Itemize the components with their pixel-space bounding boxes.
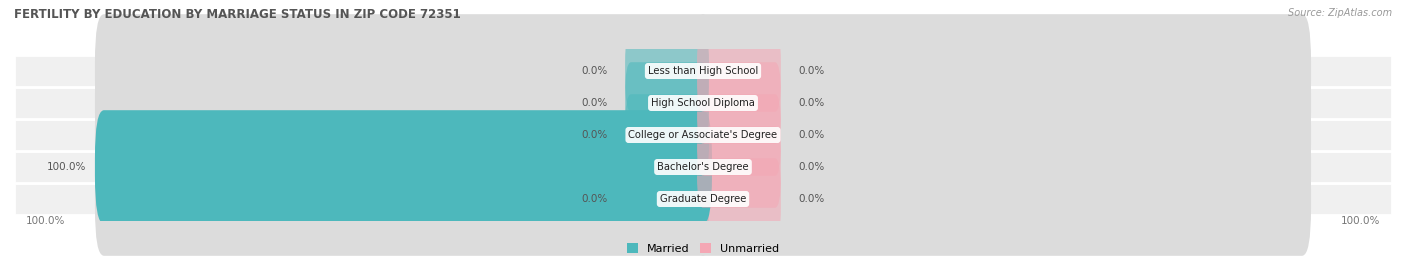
FancyBboxPatch shape [626,62,709,144]
Text: 100.0%: 100.0% [46,162,86,172]
FancyBboxPatch shape [96,78,711,192]
Legend: Married, Unmarried: Married, Unmarried [627,244,779,254]
FancyBboxPatch shape [626,30,709,112]
Text: 0.0%: 0.0% [581,98,607,108]
FancyBboxPatch shape [14,151,1392,183]
FancyBboxPatch shape [697,62,780,144]
Text: 100.0%: 100.0% [1340,216,1379,226]
FancyBboxPatch shape [96,14,711,128]
FancyBboxPatch shape [695,110,1310,224]
Text: 0.0%: 0.0% [581,194,607,204]
FancyBboxPatch shape [695,78,1310,192]
FancyBboxPatch shape [697,30,780,112]
Text: Bachelor's Degree: Bachelor's Degree [657,162,749,172]
FancyBboxPatch shape [96,110,711,224]
Text: Less than High School: Less than High School [648,66,758,76]
Text: 0.0%: 0.0% [581,66,607,76]
FancyBboxPatch shape [14,55,1392,87]
Text: 0.0%: 0.0% [799,194,825,204]
FancyBboxPatch shape [14,183,1392,215]
Text: High School Diploma: High School Diploma [651,98,755,108]
Text: 0.0%: 0.0% [799,162,825,172]
FancyBboxPatch shape [96,46,711,160]
FancyBboxPatch shape [697,158,780,240]
FancyBboxPatch shape [96,110,711,224]
Text: FERTILITY BY EDUCATION BY MARRIAGE STATUS IN ZIP CODE 72351: FERTILITY BY EDUCATION BY MARRIAGE STATU… [14,8,461,21]
Text: 0.0%: 0.0% [799,66,825,76]
FancyBboxPatch shape [697,94,780,176]
Text: 100.0%: 100.0% [27,216,66,226]
Text: Graduate Degree: Graduate Degree [659,194,747,204]
Text: College or Associate's Degree: College or Associate's Degree [628,130,778,140]
Text: 0.0%: 0.0% [581,130,607,140]
FancyBboxPatch shape [626,94,709,176]
Text: 0.0%: 0.0% [799,130,825,140]
FancyBboxPatch shape [96,142,711,256]
FancyBboxPatch shape [697,126,780,208]
Text: Source: ZipAtlas.com: Source: ZipAtlas.com [1288,8,1392,18]
Text: 0.0%: 0.0% [799,98,825,108]
FancyBboxPatch shape [695,46,1310,160]
FancyBboxPatch shape [695,14,1310,128]
FancyBboxPatch shape [626,158,709,240]
FancyBboxPatch shape [695,142,1310,256]
FancyBboxPatch shape [14,119,1392,151]
FancyBboxPatch shape [14,87,1392,119]
